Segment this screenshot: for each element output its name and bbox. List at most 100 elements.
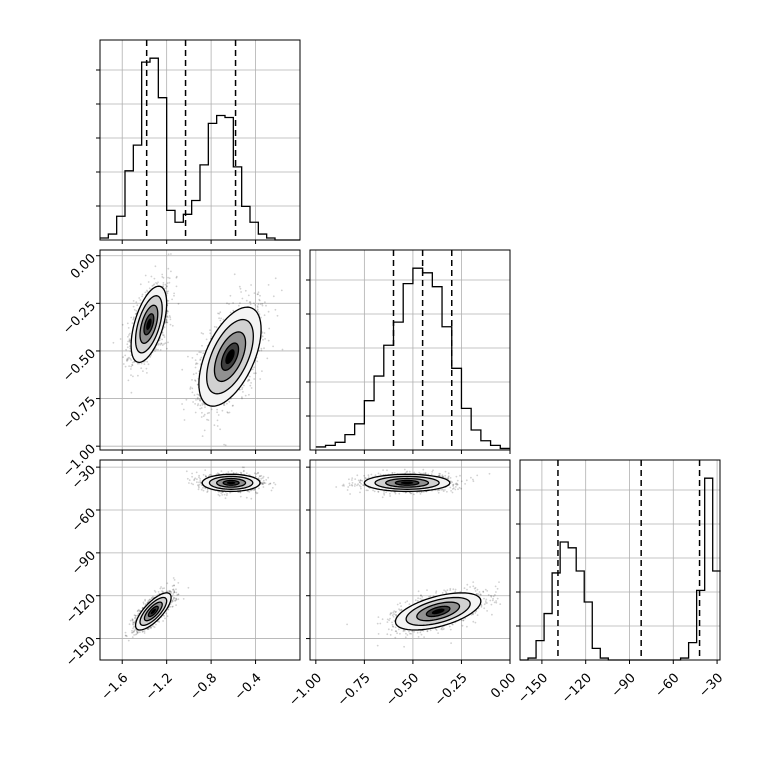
scatter-point	[137, 374, 139, 377]
scatter-point	[160, 586, 163, 588]
scatter-point	[229, 491, 232, 494]
scatter-point	[202, 352, 205, 355]
scatter-point	[121, 323, 124, 326]
scatter-point	[248, 375, 251, 378]
scatter-point	[241, 386, 244, 389]
scatter-point	[131, 629, 133, 632]
scatter-point	[153, 277, 156, 280]
scatter-point	[263, 314, 266, 317]
scatter-point	[148, 287, 151, 290]
scatter-point	[191, 472, 194, 475]
scatter-point	[213, 424, 216, 427]
scatter-point	[163, 343, 165, 345]
scatter-point	[170, 591, 173, 593]
scatter-point	[125, 348, 127, 351]
scatter-point	[136, 631, 139, 634]
scatter-point	[261, 335, 264, 338]
scatter-point	[261, 370, 263, 372]
scatter-point	[206, 418, 208, 421]
scatter-point	[166, 590, 169, 593]
scatter-point	[175, 275, 178, 278]
scatter-point	[252, 368, 254, 371]
scatter-point	[225, 494, 228, 497]
scatter-point	[163, 587, 166, 589]
scatter-point	[193, 394, 196, 396]
scatter-point	[274, 483, 277, 486]
scatter-point	[166, 347, 168, 350]
scatter-0-frame	[99, 249, 301, 451]
scatter-point	[132, 621, 135, 624]
scatter-point	[203, 403, 205, 405]
scatter-point	[173, 579, 176, 581]
scatter-point	[165, 319, 168, 321]
scatter-point	[226, 402, 228, 405]
scatter-point	[260, 482, 263, 484]
scatter-point	[132, 623, 134, 625]
scatter-point	[264, 301, 266, 304]
scatter-point	[257, 291, 260, 294]
scatter-point	[268, 483, 270, 486]
contour-0-1-3	[220, 342, 240, 371]
scatter-point	[268, 327, 271, 330]
scatter-point	[213, 325, 216, 328]
scatter-point	[209, 329, 211, 331]
scatter-point	[132, 317, 135, 320]
scatter-point	[149, 598, 151, 601]
scatter-point	[132, 300, 135, 302]
histogram-panel-0	[96, 39, 301, 244]
scatter-point	[190, 482, 193, 485]
scatter-point	[173, 584, 175, 587]
scatter-point	[139, 283, 142, 286]
scatter-point	[177, 593, 180, 596]
scatter-point	[247, 379, 250, 382]
scatter-point	[131, 631, 134, 634]
scatter-point	[239, 388, 241, 391]
scatter-point	[171, 585, 174, 587]
scatter-point	[124, 634, 127, 637]
scatter-point	[129, 357, 132, 360]
scatter-point	[201, 404, 204, 406]
scatter-point	[172, 593, 175, 595]
scatter-point	[221, 409, 224, 412]
scatter-point	[195, 399, 197, 401]
scatter-point	[168, 315, 171, 317]
scatter-point	[262, 483, 264, 486]
scatter-point	[154, 591, 157, 593]
scatter-point	[195, 372, 198, 375]
scatter-point	[246, 490, 249, 493]
scatter-point	[151, 596, 154, 599]
scatter-point	[163, 336, 166, 338]
scatter-point	[231, 405, 234, 407]
scatter-point	[126, 360, 128, 362]
scatter-point	[255, 372, 257, 375]
scatter-point	[257, 477, 260, 480]
scatter-point	[169, 323, 172, 326]
scatter-point	[142, 370, 144, 372]
scatter-point	[207, 419, 210, 421]
scatter-point	[147, 601, 150, 603]
scatter-point	[233, 273, 236, 276]
scatter-point	[218, 317, 221, 320]
scatter-point	[134, 614, 137, 617]
scatter-point	[256, 309, 259, 312]
scatter-point	[197, 393, 200, 396]
scatter-point	[134, 313, 137, 315]
scatter-point	[126, 322, 129, 325]
scatter-point	[135, 630, 138, 633]
scatter-point	[250, 382, 253, 384]
ytick-label-1-1: −0.25	[60, 299, 99, 338]
scatter-point	[273, 481, 275, 484]
scatter-point	[150, 275, 153, 278]
scatter-point	[145, 367, 148, 370]
scatter-point	[217, 414, 220, 416]
scatter-point	[138, 631, 141, 634]
scatter-point	[124, 631, 127, 634]
scatter-point	[175, 591, 178, 594]
scatter-point	[238, 304, 240, 307]
scatter-point	[173, 584, 176, 587]
scatter-point	[257, 471, 260, 474]
scatter-point	[144, 599, 147, 602]
scatter-point	[125, 635, 128, 638]
scatter-point	[200, 332, 203, 334]
scatter-point	[155, 348, 158, 351]
